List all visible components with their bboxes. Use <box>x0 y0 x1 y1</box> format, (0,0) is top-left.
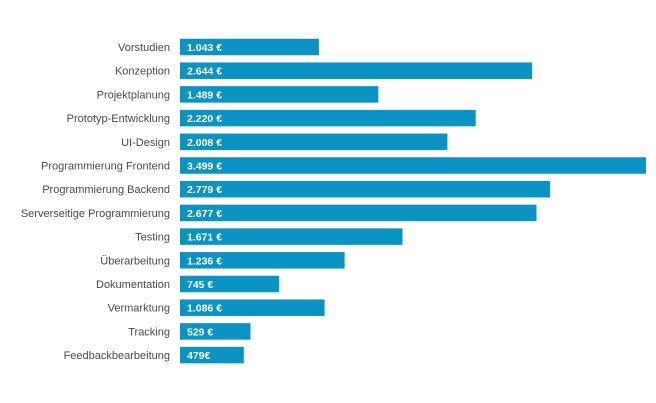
bar <box>180 109 476 127</box>
bar <box>180 180 551 198</box>
bar <box>180 133 448 151</box>
bars-group: Vorstudien 1.043 € Konzeption 2.644 € Projek… <box>21 38 646 364</box>
value-label: 1.489 € <box>187 89 222 101</box>
value-label: 745 € <box>187 279 213 291</box>
category-label: Testing <box>135 232 170 244</box>
category-label: Projektplanung <box>97 89 170 101</box>
value-label: 2.220 € <box>187 113 222 125</box>
value-label: 1.043 € <box>187 42 222 54</box>
bar <box>180 228 403 245</box>
value-label: 2.677 € <box>187 208 222 220</box>
bar <box>180 346 244 364</box>
bar <box>180 157 646 174</box>
bar <box>180 299 325 316</box>
value-label: 1.086 € <box>187 303 222 315</box>
category-label: Tracking <box>128 326 170 338</box>
bar <box>180 62 533 79</box>
bar <box>180 38 319 56</box>
value-label: 2.644 € <box>187 66 222 78</box>
value-label: 2.779 € <box>187 184 222 196</box>
bar <box>180 323 251 340</box>
bar <box>180 204 537 222</box>
bar <box>180 252 345 269</box>
category-label: UI-Design <box>121 137 170 149</box>
value-label: 529 € <box>187 326 213 338</box>
category-label: Programmierung Frontend <box>41 161 170 173</box>
value-label: 2.008 € <box>187 137 222 149</box>
category-label: Konzeption <box>115 66 170 78</box>
category-label: Feedbackbearbeitung <box>64 350 170 362</box>
value-label: 3.499 € <box>187 161 222 173</box>
category-label: Serverseitige Programmierung <box>21 208 170 220</box>
bar <box>180 275 280 293</box>
category-label: Prototyp-Entwicklung <box>67 113 170 125</box>
category-label: Vermarktung <box>108 303 170 315</box>
value-label: 1.671 € <box>187 232 222 244</box>
value-label: 1.236 € <box>187 255 222 267</box>
bar <box>180 86 379 103</box>
category-label: Programmierung Backend <box>42 184 170 196</box>
category-label: Dokumentation <box>96 279 170 291</box>
value-label: 479€ <box>187 350 211 362</box>
category-label: Überarbeitung <box>100 255 170 267</box>
category-label: Vorstudien <box>118 42 170 54</box>
